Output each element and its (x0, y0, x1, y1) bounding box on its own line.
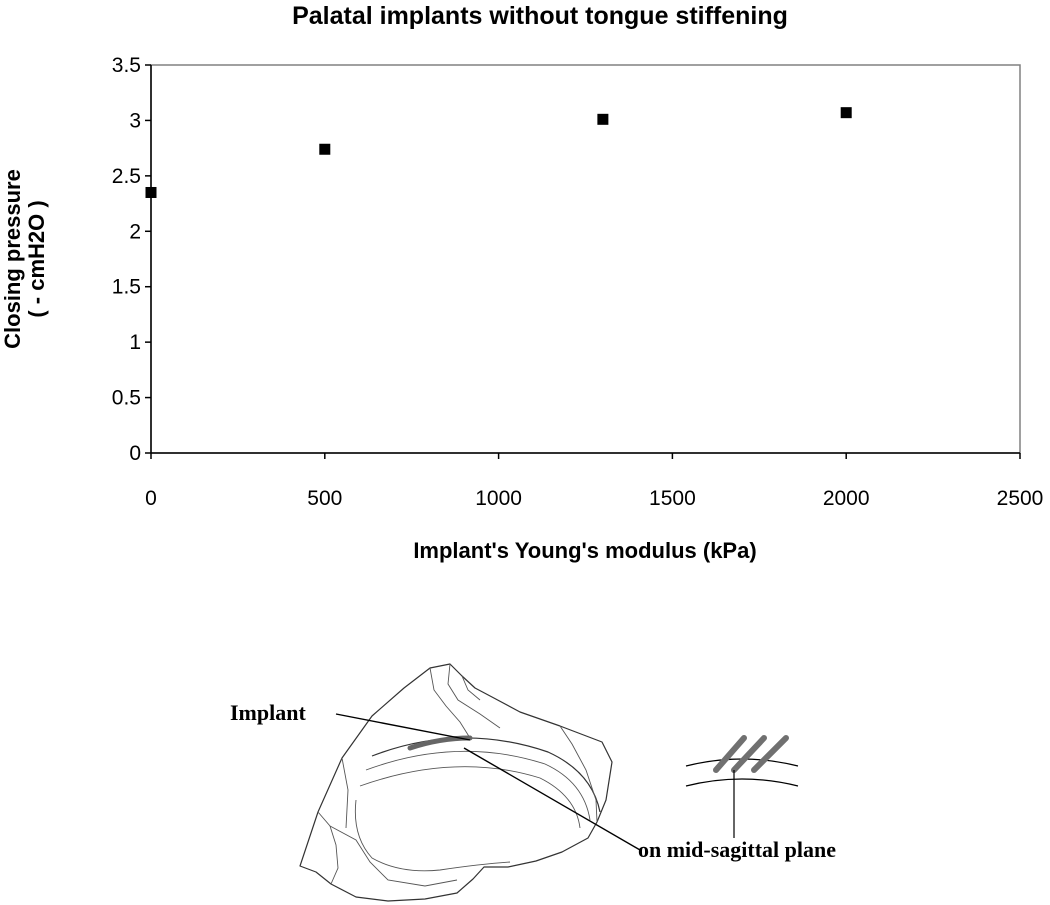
x-ticks: 0 500 1000 1500 2000 2500 (145, 453, 1043, 510)
implant-strip (407, 735, 473, 751)
y-tick-label: 2.5 (112, 165, 141, 188)
model-top-flap-2 (447, 663, 501, 729)
inset-implant-1 (713, 735, 747, 773)
y-tick-label: 0.5 (112, 387, 141, 410)
y-axis-label-line1: Closing pressure (0, 169, 25, 349)
data-point-marker (145, 186, 157, 198)
x-tick-label: 0 (145, 487, 157, 510)
data-point-marker (597, 113, 609, 125)
y-tick-label: 3 (129, 109, 141, 132)
model-top-flap (429, 667, 471, 739)
palate-model-drawing: Implant on mid-sagittal plane (230, 663, 836, 902)
model-palate-curve-inner (365, 750, 591, 821)
y-tick-label: 0 (129, 442, 141, 465)
model-inner-cavity (354, 799, 511, 872)
y-ticks: 0 0.5 1 1.5 2 2.5 3 3.5 (112, 54, 151, 465)
model-palate-curve-outer (371, 737, 601, 813)
implant-leader-line (335, 713, 471, 741)
inset-implant-3 (751, 735, 789, 773)
implant-label: Implant (230, 700, 306, 725)
model-outer-shell (299, 663, 613, 902)
model-lower-jaw (329, 825, 458, 887)
y-tick-label: 1 (129, 331, 141, 354)
data-point-marker (319, 143, 331, 155)
model-front-edge (317, 811, 339, 885)
plane-leader-line (463, 747, 641, 851)
y-axis-label-line2: ( - cmH2O ) (24, 200, 49, 317)
model-palate-curve-inner-2 (359, 766, 581, 829)
data-markers (145, 107, 852, 198)
y-tick-label: 3.5 (112, 54, 141, 77)
y-tick-label: 2 (129, 220, 141, 243)
x-tick-label: 2500 (997, 487, 1044, 510)
inset-implant-2 (731, 735, 767, 773)
x-tick-label: 1000 (475, 487, 522, 510)
model-right-wall (559, 725, 598, 823)
y-axis-title: Closing pressure ( - cmH2O ) (0, 169, 49, 349)
y-tick-label: 1.5 (112, 276, 141, 299)
x-tick-label: 1500 (649, 487, 696, 510)
implant-inset-schematic (685, 735, 799, 838)
model-top-flap-3 (461, 675, 481, 701)
plot-area (150, 64, 1021, 454)
inset-arc-bottom (685, 778, 799, 787)
model-front-edge-2 (341, 757, 349, 829)
data-point-marker (840, 107, 852, 119)
chart-title: Palatal implants without tongue stiffeni… (292, 2, 788, 30)
plane-label: on mid-sagittal plane (638, 837, 836, 862)
x-axis-label: Implant's Young's modulus (kPa) (413, 538, 756, 563)
x-tick-label: 2000 (823, 487, 870, 510)
x-tick-label: 500 (307, 487, 342, 510)
